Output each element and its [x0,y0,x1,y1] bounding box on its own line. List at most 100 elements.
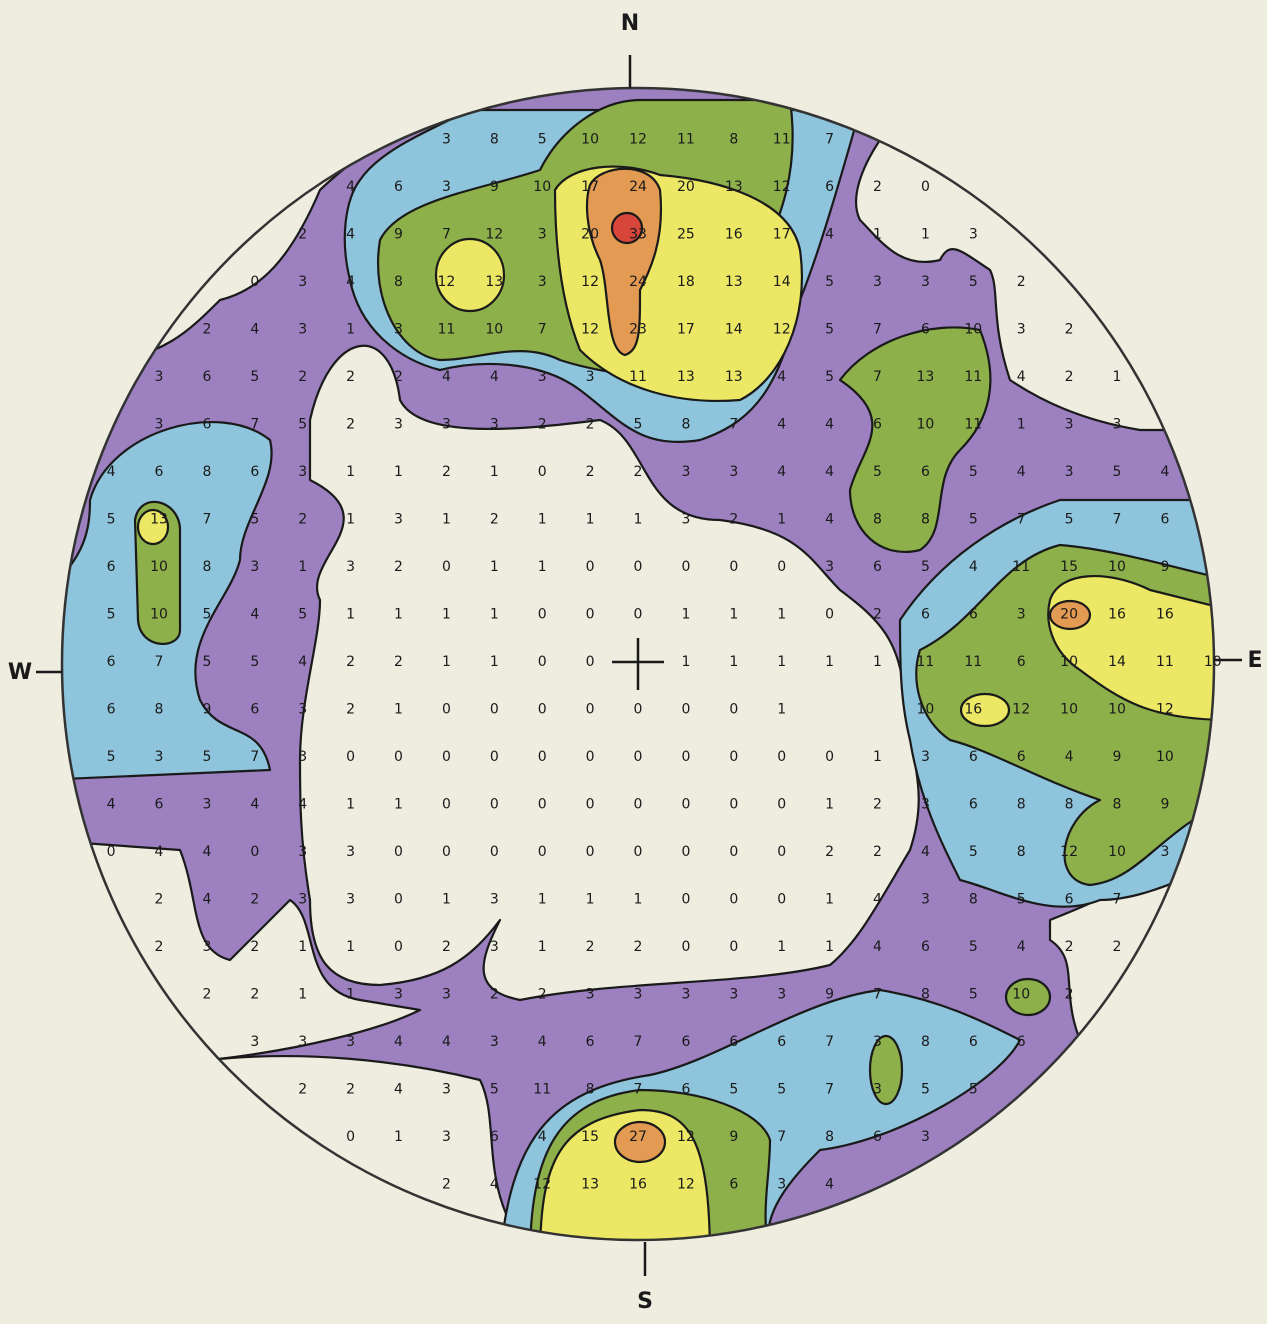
count-value: 8 [1017,797,1026,813]
count-value: 5 [873,464,882,480]
count-value: 1 [538,892,547,908]
count-value: 10 [1156,749,1174,765]
count-value: 0 [634,607,643,623]
count-value: 18 [677,274,695,290]
count-value: 1 [346,512,355,528]
count-value: 9 [1113,749,1122,765]
count-value: 0 [729,797,738,813]
count-value: 6 [681,1034,690,1050]
count-value: 8 [155,702,164,718]
count-value: 1 [586,892,595,908]
count-value: 12 [629,132,647,148]
count-value: 5 [921,559,930,575]
net-circle [60,86,1216,1242]
count-value: 3 [442,987,451,1003]
count-value: 3 [729,464,738,480]
count-value: 5 [825,369,834,385]
count-value: 0 [442,749,451,765]
count-value: 2 [442,464,451,480]
count-value: 7 [873,369,882,385]
count-value: 1 [394,1129,403,1145]
count-value: 7 [442,227,451,243]
count-value: 0 [490,702,499,718]
count-value: 2 [394,369,403,385]
count-value: 2 [873,607,882,623]
count-value: 2 [250,987,259,1003]
count-value: 0 [538,702,547,718]
count-value: 2 [729,512,738,528]
count-value: 4 [825,1177,834,1193]
count-value: 8 [969,892,978,908]
count-value: 5 [1113,464,1122,480]
count-value: 4 [155,844,164,860]
count-value: 1 [825,654,834,670]
count-value: 6 [1017,1034,1026,1050]
count-value: 11 [1012,559,1030,575]
count-value: 4 [202,844,211,860]
count-value: 12 [533,1177,551,1193]
count-value: 13 [725,369,743,385]
count-value: 2 [346,654,355,670]
count-value: 20 [1060,607,1078,623]
count-value: 10 [1060,654,1078,670]
count-value: 2 [155,939,164,955]
count-value: 1 [1113,369,1122,385]
count-value: 10 [1108,844,1126,860]
count-value: 12 [581,322,599,338]
count-value: 12 [581,274,599,290]
count-value: 1 [298,559,307,575]
count-value: 4 [202,892,211,908]
count-value: 9 [394,227,403,243]
count-value: 5 [969,987,978,1003]
count-value: 1 [921,227,930,243]
count-value: 33 [629,227,647,243]
count-value: 3 [729,987,738,1003]
count-value: 1 [681,607,690,623]
count-value: 1 [586,512,595,528]
count-value: 8 [1017,844,1026,860]
count-value: 8 [729,132,738,148]
count-value: 1 [394,607,403,623]
count-value: 0 [586,844,595,860]
count-value: 0 [729,844,738,860]
count-value: 3 [442,417,451,433]
count-value: 10 [485,322,503,338]
count-value: 8 [825,1129,834,1145]
count-value: 9 [729,1129,738,1145]
count-value: 4 [538,1129,547,1145]
count-value: 0 [394,939,403,955]
count-value: 6 [1065,892,1074,908]
count-value: 3 [298,749,307,765]
count-value: 2 [442,939,451,955]
count-value: 12 [437,274,455,290]
count-value: 5 [107,512,116,528]
count-value: 3 [250,1034,259,1050]
count-value: 0 [634,797,643,813]
count-value: 0 [825,607,834,623]
count-value: 1 [777,512,786,528]
count-value: 6 [586,1034,595,1050]
count-value: 0 [777,797,786,813]
count-value: 2 [1065,369,1074,385]
count-value: 10 [150,607,168,623]
count-value: 0 [586,559,595,575]
count-value: 0 [729,749,738,765]
count-value: 3 [681,464,690,480]
count-value: 7 [250,417,259,433]
count-value: 5 [1017,892,1026,908]
count-value: 7 [634,1082,643,1098]
count-value: 16 [1156,607,1174,623]
count-value: 6 [729,1177,738,1193]
count-value: 5 [969,844,978,860]
east-label: E [1247,648,1262,673]
count-value: 10 [1108,559,1126,575]
count-value: 2 [155,892,164,908]
count-value: 2 [873,844,882,860]
count-value: 0 [729,702,738,718]
count-value: 3 [442,132,451,148]
count-value: 11 [629,369,647,385]
count-value: 0 [538,749,547,765]
count-value: 0 [777,892,786,908]
count-value: 0 [777,559,786,575]
